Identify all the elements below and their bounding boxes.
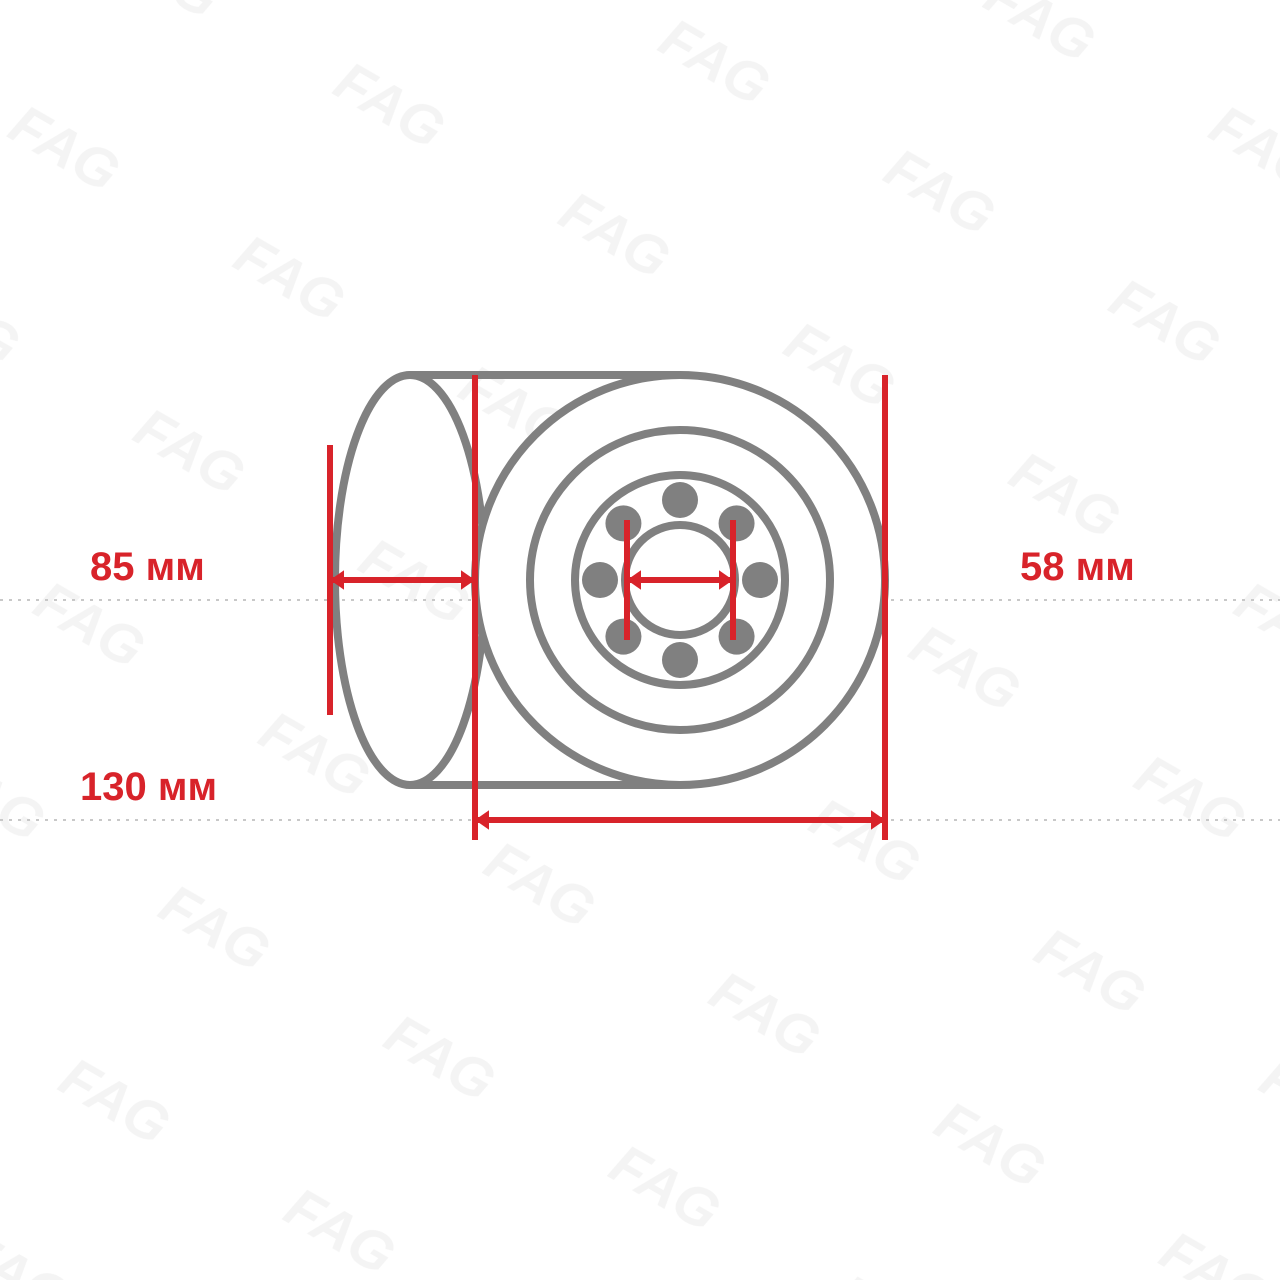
diagram-canvas: FAG85 мм130 мм58 мм <box>0 0 1280 1280</box>
dimension-label-bore: 58 мм <box>1020 545 1135 589</box>
dimension-label-width: 85 мм <box>90 545 205 589</box>
dimension-label-outer-diameter: 130 мм <box>80 765 217 809</box>
diagram-svg: FAG85 мм130 мм58 мм <box>0 0 1280 1280</box>
